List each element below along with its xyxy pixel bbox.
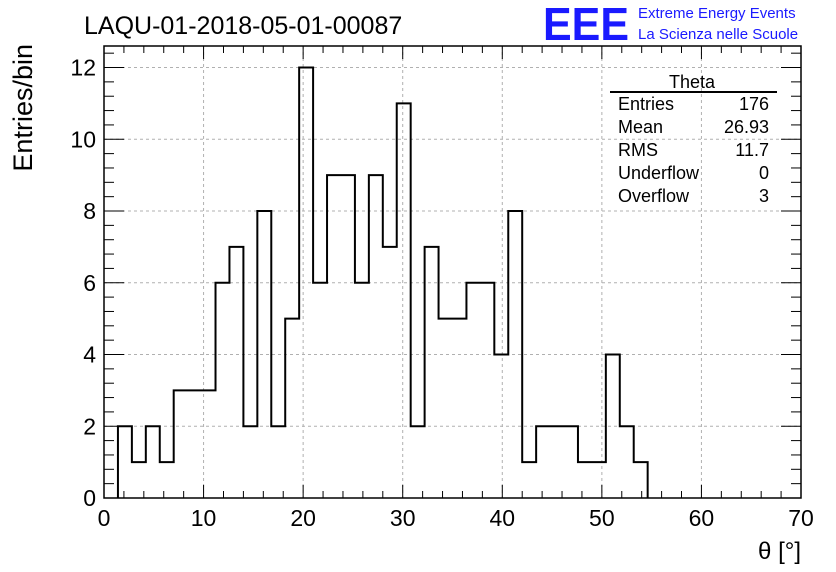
y-tick-label: 12 bbox=[70, 55, 96, 81]
histogram-bin bbox=[285, 319, 299, 498]
histogram-bin bbox=[564, 426, 578, 498]
histogram-bin bbox=[271, 426, 285, 498]
histogram-bin bbox=[327, 175, 341, 498]
y-tick-label: 10 bbox=[70, 126, 96, 152]
histogram-bin bbox=[439, 319, 453, 498]
histogram-bin bbox=[313, 283, 327, 498]
histogram-bin bbox=[550, 426, 564, 498]
histogram-bin bbox=[592, 462, 606, 498]
stats-label-overflow: Overflow bbox=[618, 186, 690, 206]
logo-mark: EEE bbox=[543, 0, 629, 50]
stats-value-entries: 176 bbox=[739, 94, 769, 114]
y-axis-label: Entries/bin bbox=[8, 44, 38, 172]
x-tick-label: 60 bbox=[689, 505, 715, 531]
histogram-bin bbox=[188, 390, 202, 498]
stats-label-mean: Mean bbox=[618, 117, 663, 137]
histogram-bin bbox=[466, 283, 480, 498]
x-tick-label: 20 bbox=[290, 505, 316, 531]
histogram-bin bbox=[118, 426, 132, 498]
histogram-bin bbox=[174, 390, 188, 498]
x-tick-label: 0 bbox=[98, 505, 111, 531]
y-tick-label: 0 bbox=[83, 485, 96, 511]
histogram-bin bbox=[411, 426, 425, 498]
chart-title: LAQU-01-2018-05-01-00087 bbox=[84, 12, 402, 40]
x-tick-label: 30 bbox=[390, 505, 416, 531]
histogram-bin bbox=[453, 319, 467, 498]
histogram-bin bbox=[522, 462, 536, 498]
stats-title: Theta bbox=[669, 72, 716, 92]
histogram-bin bbox=[578, 462, 592, 498]
histogram-bin bbox=[620, 426, 634, 498]
histogram-bin bbox=[216, 283, 230, 498]
histogram-bin bbox=[229, 247, 243, 498]
histogram-bin bbox=[369, 175, 383, 498]
histogram-outline bbox=[116, 66, 649, 498]
stats-label-entries: Entries bbox=[618, 94, 674, 114]
histogram-bin bbox=[425, 247, 439, 498]
y-tick-label: 4 bbox=[83, 342, 96, 368]
x-tick-label: 10 bbox=[191, 505, 217, 531]
histogram-bin bbox=[480, 283, 494, 498]
histogram-bin bbox=[634, 462, 648, 498]
x-tick-label: 50 bbox=[589, 505, 615, 531]
stats-label-rms: RMS bbox=[618, 140, 658, 160]
logo-line2: La Scienza nelle Scuole bbox=[638, 26, 798, 43]
histogram-bin bbox=[299, 68, 313, 498]
histogram-bin bbox=[355, 283, 369, 498]
y-tick-label: 2 bbox=[83, 413, 96, 439]
histogram-bin bbox=[243, 426, 257, 498]
histogram-bin bbox=[536, 426, 550, 498]
x-axis-ticks: 0 10 20 30 40 50 60 70 bbox=[98, 46, 814, 531]
y-tick-label: 8 bbox=[83, 198, 96, 224]
logo-line1: Extreme Energy Events bbox=[638, 5, 796, 22]
histogram-bin bbox=[160, 462, 174, 498]
histogram-bin bbox=[341, 175, 355, 498]
x-tick-label: 70 bbox=[788, 505, 814, 531]
stats-value-underflow: 0 bbox=[759, 163, 769, 183]
stats-box: Theta Entries 176 Mean 26.93 RMS 11.7 Un… bbox=[610, 72, 777, 206]
histogram-bin bbox=[146, 426, 160, 498]
x-axis-label: θ [°] bbox=[758, 538, 801, 565]
stats-label-underflow: Underflow bbox=[618, 163, 700, 183]
histogram-bin bbox=[257, 211, 271, 498]
plot-frame bbox=[103, 45, 802, 499]
eee-logo: EEE Extreme Energy Events La Scienza nel… bbox=[543, 0, 798, 50]
histogram-bin bbox=[606, 355, 620, 498]
y-tick-label: 6 bbox=[83, 270, 96, 296]
stats-value-rms: 11.7 bbox=[735, 140, 769, 160]
stats-value-mean: 26.93 bbox=[724, 117, 769, 137]
histogram-bin bbox=[383, 247, 397, 498]
grid-lines bbox=[104, 46, 801, 498]
histogram-bin bbox=[397, 103, 411, 498]
y-axis-ticks: 0 2 4 6 8 10 12 bbox=[70, 52, 801, 511]
x-tick-label: 40 bbox=[489, 505, 515, 531]
stats-value-overflow: 3 bbox=[759, 186, 769, 206]
